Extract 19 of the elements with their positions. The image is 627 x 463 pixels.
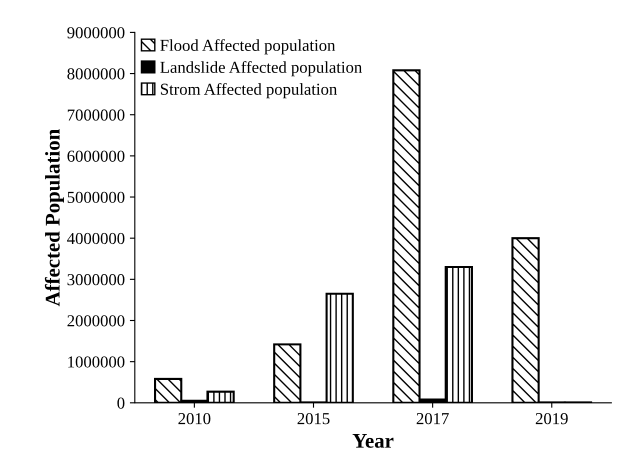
x-tick-label: 2019 — [536, 413, 568, 424]
x-axis-title: Year — [352, 434, 394, 448]
legend-label: Landslide Affected population — [160, 61, 362, 76]
y-tick-label: 8000000 — [67, 68, 124, 80]
legend-label: Strom Affected population — [160, 82, 338, 98]
y-axis-title: Affected Population — [44, 129, 64, 306]
y-tick-label: 0 — [117, 398, 124, 409]
y-tick-label: 5000000 — [68, 192, 124, 203]
y-tick-label: 9000000 — [67, 27, 124, 38]
x-tick-label: 2017 — [416, 413, 449, 424]
y-tick-label: 6000000 — [67, 150, 124, 162]
x-tick-label: 2015 — [298, 413, 330, 424]
legend-label: Flood Affected population — [160, 39, 336, 54]
y-tick-label: 4000000 — [67, 232, 124, 244]
y-tick-label: 7000000 — [68, 109, 124, 121]
y-tick-label: 1000000 — [68, 356, 124, 368]
y-tick-label: 3000000 — [68, 274, 124, 286]
y-tick-label: 2000000 — [67, 315, 124, 326]
x-tick-label: 2010 — [178, 413, 210, 424]
